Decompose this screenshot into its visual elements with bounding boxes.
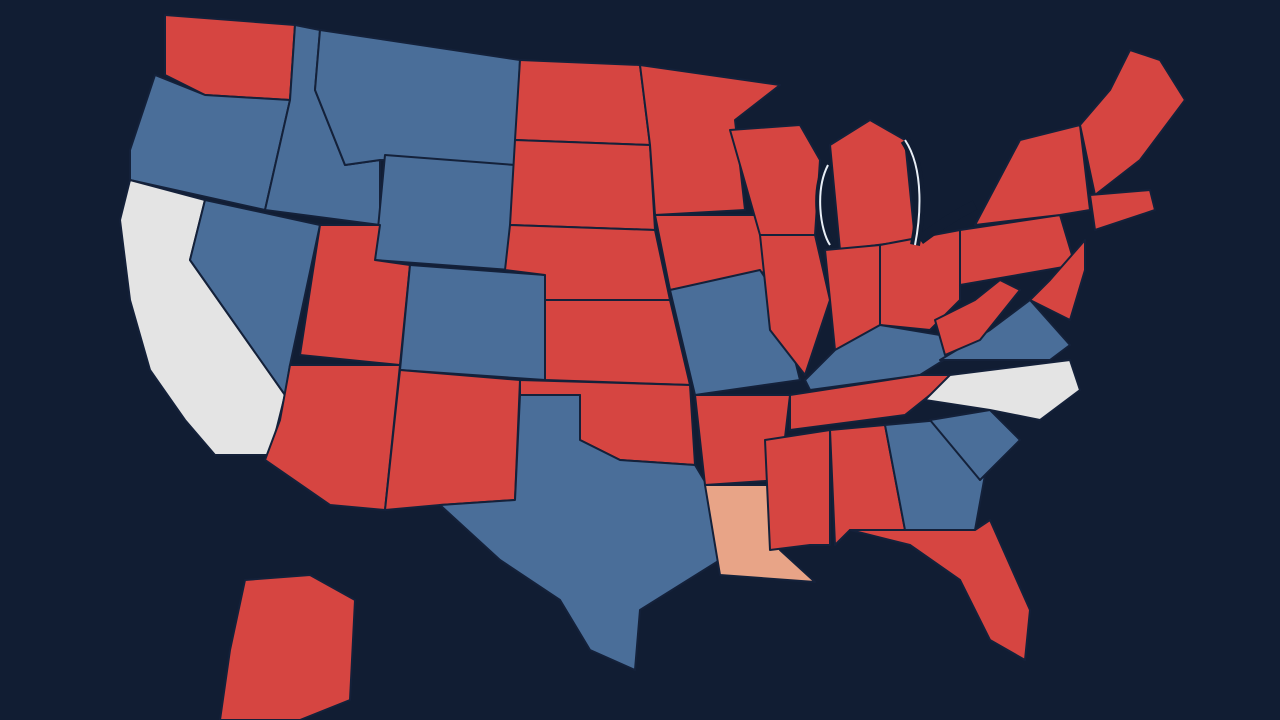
- state: [704, 484, 816, 583]
- state: [384, 369, 521, 511]
- state: [1089, 189, 1156, 231]
- state: [439, 394, 721, 671]
- lake-shore: [819, 139, 921, 246]
- state: [929, 409, 1021, 481]
- state: [374, 154, 516, 271]
- state: [1079, 49, 1186, 196]
- state: [974, 124, 1091, 226]
- state: [759, 234, 831, 376]
- state: [829, 119, 916, 251]
- states: [119, 14, 1186, 720]
- state: [544, 299, 691, 386]
- state: [849, 519, 1031, 661]
- state: [934, 279, 1021, 356]
- state: [509, 139, 656, 231]
- state: [924, 359, 1081, 421]
- state: [514, 59, 651, 146]
- state: [219, 574, 356, 720]
- state: [639, 64, 781, 216]
- state: [764, 429, 831, 551]
- state: [399, 264, 546, 381]
- state: [1029, 239, 1086, 321]
